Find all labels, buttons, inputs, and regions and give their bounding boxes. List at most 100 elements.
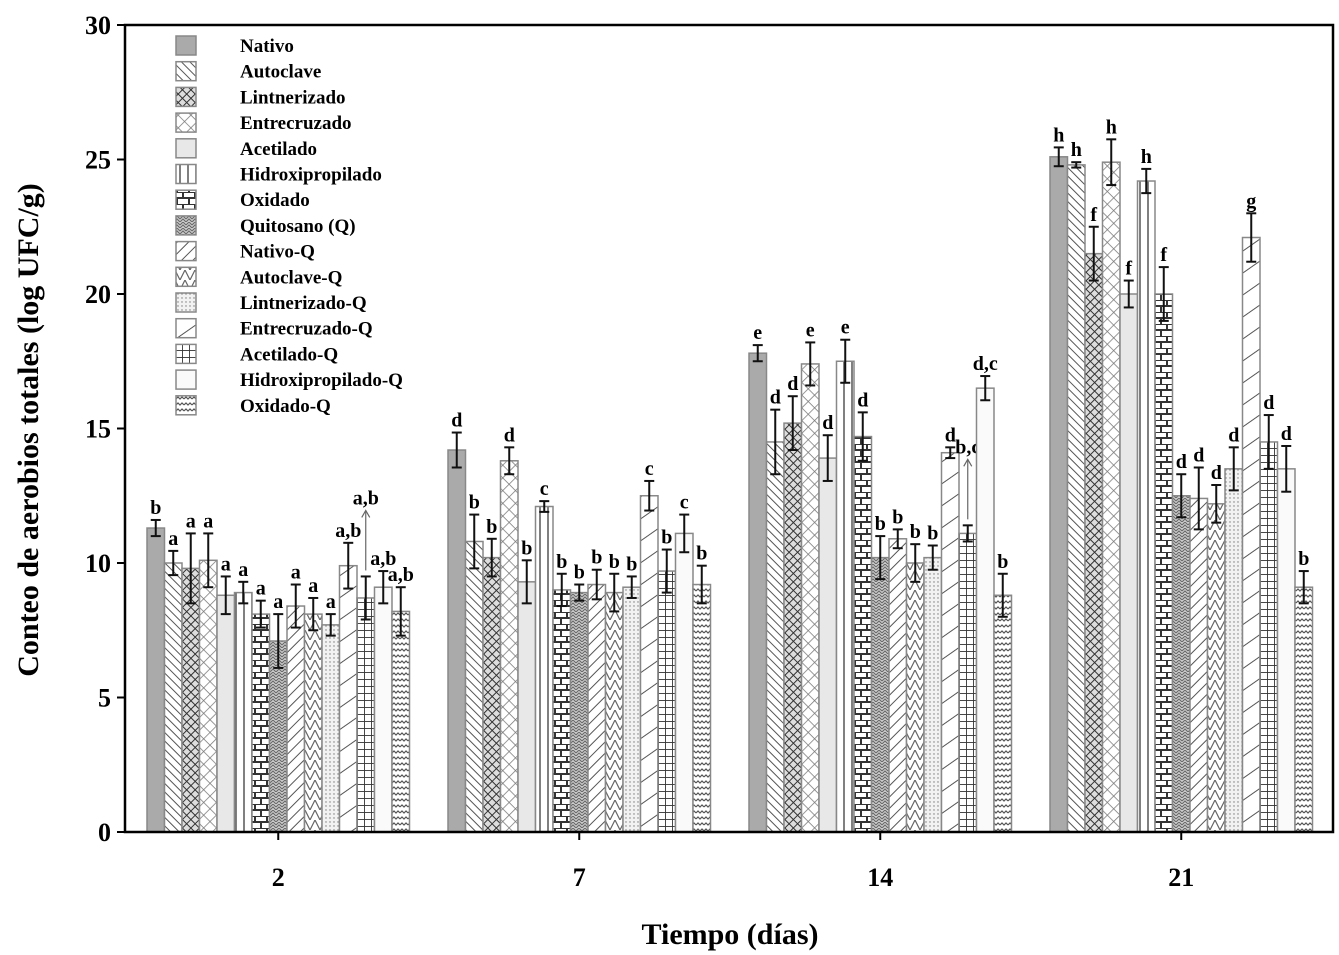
legend-swatch <box>175 317 197 339</box>
data-label: b <box>875 513 886 535</box>
legend-swatch <box>175 112 197 133</box>
legend-label: Entrecruzado <box>240 113 352 134</box>
bar <box>800 363 820 833</box>
data-label: d <box>857 389 868 411</box>
legend-swatch <box>175 343 197 365</box>
bar <box>835 360 855 833</box>
bar <box>464 540 484 833</box>
data-label: a,b <box>353 487 379 509</box>
data-label: b <box>997 551 1008 573</box>
legend-swatch <box>175 240 197 262</box>
legend-label: Lintnerizado-Q <box>240 293 367 314</box>
bar <box>587 583 607 833</box>
data-label: h <box>1053 124 1064 146</box>
data-label: b <box>696 543 707 565</box>
legend-swatch <box>175 395 197 416</box>
data-label: f <box>1125 258 1132 280</box>
bar <box>373 586 393 833</box>
bar <box>1171 495 1191 833</box>
data-label: d <box>504 424 515 446</box>
legend-label: Entrecruzado-Q <box>240 319 373 340</box>
data-label: f <box>1090 204 1097 226</box>
bar <box>657 570 677 833</box>
data-label: g <box>1246 190 1256 212</box>
bar <box>923 556 943 833</box>
bar <box>1136 180 1156 833</box>
axes-layer: 2 7 14 21 0 5 10 15 20 25 30 <box>85 11 1335 892</box>
legend-swatch <box>175 60 197 82</box>
bar <box>1294 586 1314 833</box>
data-label: b <box>927 523 938 545</box>
bar <box>534 505 554 833</box>
bar <box>356 597 376 833</box>
y-tick-label: 25 <box>85 146 111 175</box>
data-label: d <box>770 387 781 409</box>
bar <box>1259 441 1279 833</box>
bar <box>765 441 785 833</box>
bar <box>604 591 624 833</box>
bar <box>1276 468 1296 833</box>
legend: Nativo Autoclave Lintnerizado Entrecruzado A… <box>175 35 403 417</box>
legend-label: Quitosano (Q) <box>240 216 356 237</box>
data-label: d <box>945 424 956 446</box>
bar <box>692 583 712 833</box>
data-label: d <box>787 373 798 395</box>
bar <box>338 564 358 833</box>
bar <box>1119 293 1139 833</box>
data-label: b <box>892 506 903 528</box>
bar <box>181 567 201 833</box>
data-label: h <box>1141 146 1152 168</box>
bar <box>622 586 642 833</box>
data-label: a <box>168 528 178 550</box>
data-label: b,c <box>955 436 980 458</box>
data-label: c <box>680 492 689 514</box>
bar <box>286 605 306 833</box>
x-axis-label: Tiempo (días) <box>642 918 819 951</box>
data-label: b <box>469 492 480 514</box>
bar <box>1084 252 1104 833</box>
data-label: c <box>540 478 549 500</box>
data-label: a,b <box>388 564 414 586</box>
bar <box>639 495 659 833</box>
legend-label: Hidroxipropilado-Q <box>240 370 403 391</box>
bar <box>674 532 694 833</box>
legend-swatch <box>175 266 197 288</box>
bar <box>1049 156 1069 833</box>
legend-swatch <box>175 369 197 390</box>
bar <box>482 556 502 833</box>
bar <box>783 422 803 833</box>
data-label: d <box>822 412 833 434</box>
data-label: e <box>806 319 815 341</box>
bar <box>216 594 236 833</box>
legend-swatch <box>175 215 197 236</box>
y-tick-label: 20 <box>85 280 111 309</box>
data-label: d <box>1176 451 1187 473</box>
bar <box>163 562 183 833</box>
legend-swatch <box>175 35 197 56</box>
data-label: a <box>256 578 266 600</box>
bar <box>1066 164 1086 833</box>
data-label: a <box>273 591 283 613</box>
data-label: c <box>645 458 654 480</box>
data-label: d <box>1263 392 1274 414</box>
legend-label: Autoclave-Q <box>240 267 342 288</box>
legend-label: Acetilado-Q <box>240 344 338 365</box>
legend-label: Oxidado <box>240 190 310 211</box>
bar <box>447 449 467 833</box>
bar <box>940 451 960 833</box>
legend-swatch <box>175 163 197 185</box>
x-tick-label: 7 <box>573 863 586 892</box>
y-tick-label: 5 <box>98 684 111 713</box>
data-label: b <box>486 516 497 538</box>
legend-label: Oxidado-Q <box>240 396 331 417</box>
data-label: b <box>574 562 585 584</box>
bar <box>517 581 537 833</box>
data-label: h <box>1071 139 1082 161</box>
data-label: a,b <box>335 520 361 542</box>
y-axis-label: Conteo de aerobios totales (log UFC/g) <box>12 183 45 677</box>
bar <box>499 460 519 833</box>
bar <box>251 613 271 833</box>
data-label: b <box>556 551 567 573</box>
